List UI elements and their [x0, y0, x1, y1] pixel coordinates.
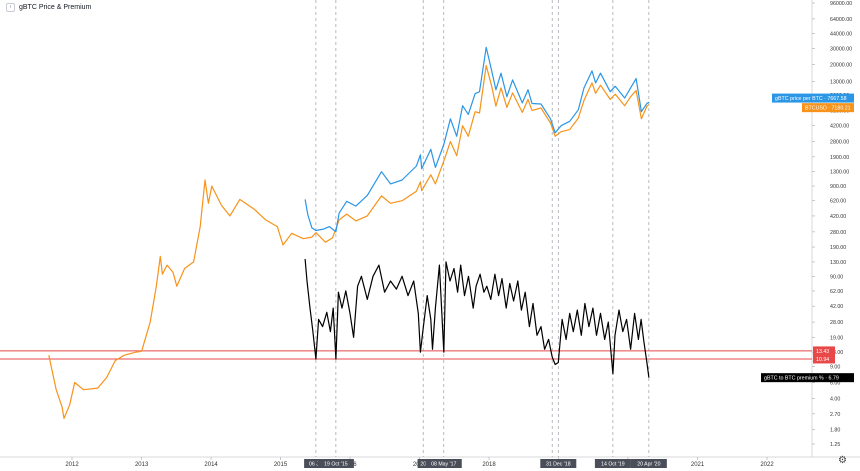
y-tick-label: 1.25: [830, 442, 840, 448]
chevron-left-icon[interactable]: ‹: [6, 3, 15, 12]
last-value-label: BTCUSD · 7180.21: [805, 106, 851, 112]
y-tick-label: 420.00: [830, 214, 846, 220]
event-label-bg: [417, 459, 429, 468]
event-label-bg: [304, 459, 328, 468]
y-tick-label: 6.00: [830, 381, 840, 387]
y-tick-label: 130.00: [830, 260, 846, 266]
series-line: [304, 258, 650, 378]
y-tick-label: 9.00: [830, 365, 840, 371]
gear-icon[interactable]: ⚙: [838, 455, 847, 466]
level-tag-bg: [813, 346, 835, 356]
last-value-bg: [761, 373, 854, 383]
y-tick-label: 96000.00: [830, 1, 852, 7]
y-tick-label: 280.00: [830, 230, 846, 236]
x-tick-label: 2013: [135, 462, 149, 468]
x-tick-label: 2012: [65, 462, 79, 468]
y-tick-label: 4200.00: [830, 124, 849, 130]
event-label: 19 Oct '15: [324, 462, 348, 468]
y-tick-label: 28.00: [830, 320, 843, 326]
last-value-label: gBTC price per BTC · 7667.58: [775, 96, 847, 102]
event-label: 20: [420, 462, 426, 468]
level-tag-bg: [813, 354, 835, 364]
y-tick-label: 13.00: [830, 350, 843, 356]
y-tick-label: 2800.00: [830, 140, 849, 146]
y-tick-label: 13000.00: [830, 79, 852, 85]
y-tick-label: 1.80: [830, 428, 840, 434]
event-label: 14 Oct '19: [601, 462, 625, 468]
y-tick-label: 20000.00: [830, 62, 852, 68]
y-tick-label: 64000.00: [830, 17, 852, 23]
x-tick-label: 2015: [274, 462, 288, 468]
y-tick-label: 44000.00: [830, 32, 852, 38]
level-tag: 13.43: [816, 349, 829, 355]
x-tick-label: 2022: [760, 462, 774, 468]
y-tick-label: 1300.00: [830, 170, 849, 176]
last-value-bg: [772, 93, 854, 103]
series-line: [304, 46, 650, 233]
last-value-bg: [802, 103, 854, 113]
event-label-bg: [540, 459, 577, 468]
event-label: 06 Jul: [309, 462, 323, 468]
x-tick-label: 2021: [691, 462, 705, 468]
x-tick-label: 2018: [482, 462, 496, 468]
y-tick-label: 190.00: [830, 245, 846, 251]
event-label: 31 Dec '18: [546, 462, 571, 468]
y-tick-label: 62.00: [830, 289, 843, 295]
x-tick-label: 2014: [204, 462, 218, 468]
y-tick-label: 4.00: [830, 396, 840, 402]
series-line: [48, 64, 650, 419]
event-label-bg: [630, 459, 667, 468]
y-tick-label: 30000.00: [830, 47, 852, 53]
y-tick-label: 42.00: [830, 304, 843, 310]
chart-title: gBTC Price & Premium: [19, 4, 92, 11]
y-tick-label: 2.70: [830, 412, 840, 418]
event-label: 08 May '17: [431, 462, 456, 468]
event-label-bg: [425, 459, 462, 468]
y-tick-label: 620.00: [830, 199, 846, 205]
level-tag: 10.94: [816, 357, 829, 363]
y-tick-label: 900.00: [830, 184, 846, 190]
last-value-label: gBTC to BTC premium % · 6.79: [764, 376, 839, 382]
chart-header: ‹ gBTC Price & Premium: [6, 3, 91, 12]
event-label-bg: [317, 459, 354, 468]
y-tick-label: 19.00: [830, 335, 843, 341]
event-label: 20 Apr '20: [637, 462, 660, 468]
y-tick-label: 1900.00: [830, 155, 849, 161]
event-label-bg: [594, 459, 631, 468]
y-tick-label: 90.00: [830, 274, 843, 280]
